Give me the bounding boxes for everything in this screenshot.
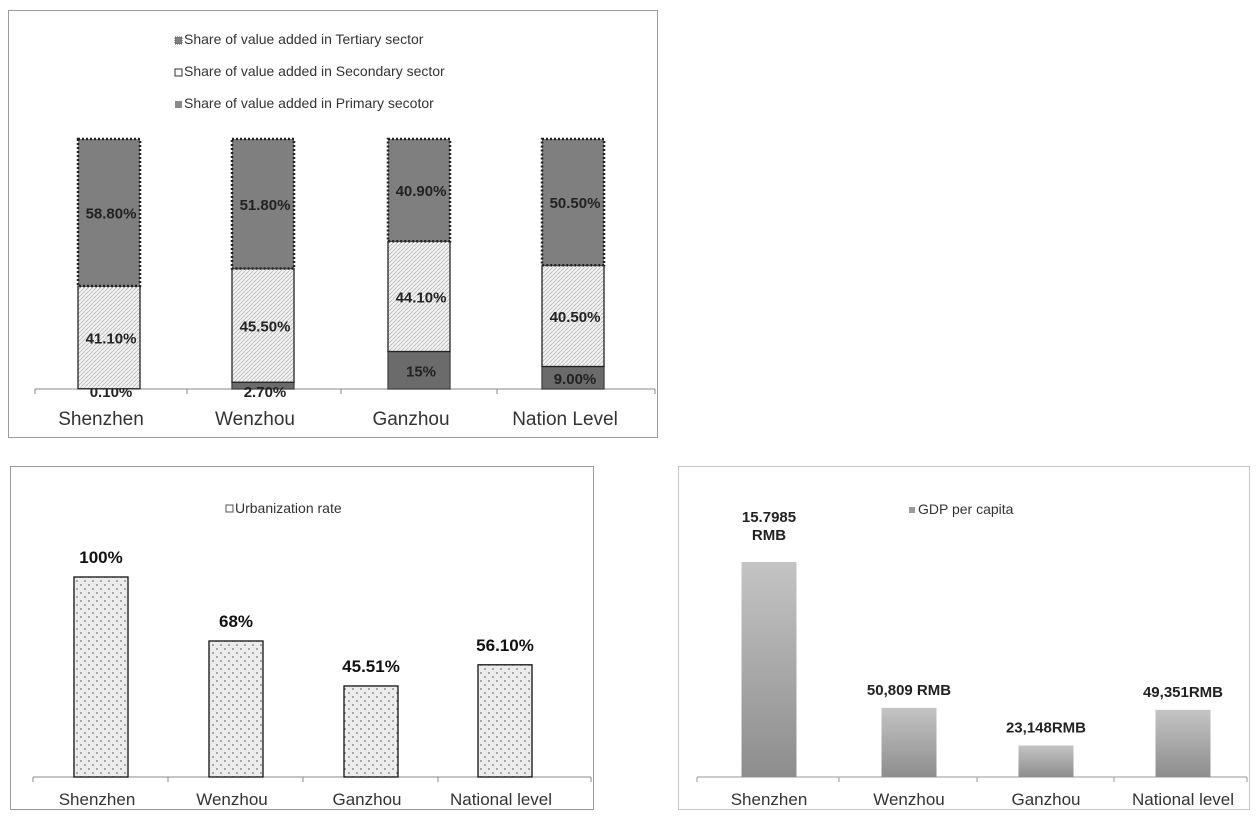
data-label: 41.10% (86, 330, 137, 347)
data-label: 51.80% (240, 197, 291, 214)
x-tick-label-shenzhen: Shenzhen (731, 790, 808, 809)
data-label: 45.51% (342, 657, 400, 676)
bar-national-level (477, 664, 533, 778)
bar-shenzhen (741, 562, 797, 777)
bar-wenzhou (881, 707, 937, 777)
bar-wenzhou-secondary (231, 267, 295, 383)
data-label: 50.50% (550, 195, 601, 212)
x-tick-label-ganzhou: Ganzhou (1012, 790, 1081, 809)
legend-label-gdp-per-capita: GDP per capita (918, 501, 1014, 517)
legend-label-share-of-value-added-in-secondary-sector: Share of value added in Secondary sector (184, 63, 445, 79)
data-label: 9.00% (554, 371, 597, 388)
data-label: 44.10% (396, 289, 447, 306)
bar-ganzhou (343, 685, 399, 778)
bar-shenzhen-tertiary (76, 137, 142, 288)
legend-swatch-share-of-value-added-in-secondary-sector (174, 68, 183, 77)
x-tick-label-shenzhen: Shenzhen (58, 409, 144, 430)
legend-swatch-share-of-value-added-in-primary-secotor (175, 101, 182, 108)
x-tick-label-nation-level: Nation Level (512, 409, 618, 430)
urbanization-chart-panel: Urbanization rate 100% Shenzhen 68% Wenzhou 4… (10, 466, 594, 810)
sector-share-chart-panel: Share of value added in Tertiary sector S… (8, 10, 658, 438)
x-tick-label-ganzhou: Ganzhou (372, 409, 449, 430)
data-label: 15.7985 RMB (742, 509, 796, 544)
x-tick-label-shenzhen: Shenzhen (59, 790, 136, 809)
data-label: 49,351RMB (1143, 684, 1223, 701)
bar-nation-level-tertiary (540, 137, 606, 267)
gdp-chart-panel: GDP per capita 15.7985 RMB Shenzhen 50,809 R… (678, 466, 1250, 810)
data-label: 50,809 RMB (867, 682, 951, 699)
legend-label-urbanization-rate: Urbanization rate (235, 500, 342, 516)
data-label: 2.70% (244, 384, 287, 401)
x-tick-label-ganzhou: Ganzhou (333, 790, 402, 809)
x-tick-label-wenzhou: Wenzhou (873, 790, 945, 809)
sector-share-chart: Share of value added in Tertiary sector S… (34, 31, 656, 430)
data-label: 100% (79, 548, 122, 567)
bar-ganzhou-tertiary (386, 137, 452, 243)
bar-nation-level-secondary (541, 264, 605, 368)
x-tick-label-wenzhou: Wenzhou (196, 790, 268, 809)
x-tick-label-wenzhou: Wenzhou (215, 409, 295, 430)
legend-swatch-share-of-value-added-in-tertiary-sector (174, 36, 183, 45)
data-label: 40.90% (396, 183, 447, 200)
legend-label-share-of-value-added-in-tertiary-sector: Share of value added in Tertiary sector (184, 31, 424, 47)
data-label: 23,148RMB (1006, 719, 1086, 736)
data-label: 45.50% (240, 318, 291, 335)
data-label: 58.80% (86, 206, 137, 223)
x-tick-label-national-level: National level (450, 790, 552, 809)
data-label: 68% (219, 612, 253, 631)
bar-wenzhou-tertiary (230, 137, 296, 270)
bar-shenzhen-secondary (77, 285, 141, 390)
gdp-per-capita-chart: GDP per capita 15.7985 RMB Shenzhen 50,809 R… (696, 501, 1248, 809)
bar-wenzhou (208, 640, 264, 778)
bar-national-level (1155, 709, 1211, 777)
data-label: 15% (406, 363, 436, 380)
bar-shenzhen (73, 576, 129, 778)
data-label: 40.50% (550, 309, 601, 326)
legend-swatch-gdp-per-capita (909, 507, 915, 513)
data-label: 56.10% (476, 636, 534, 655)
legend-swatch-urbanization-rate (225, 504, 234, 513)
x-tick-label-national-level: National level (1132, 790, 1234, 809)
bar-ganzhou-secondary (387, 240, 451, 353)
bar-ganzhou (1018, 745, 1074, 777)
legend-label-share-of-value-added-in-primary-secotor: Share of value added in Primary secotor (184, 95, 434, 111)
urbanization-chart: Urbanization rate 100% Shenzhen 68% Wenzhou 4… (32, 500, 592, 809)
